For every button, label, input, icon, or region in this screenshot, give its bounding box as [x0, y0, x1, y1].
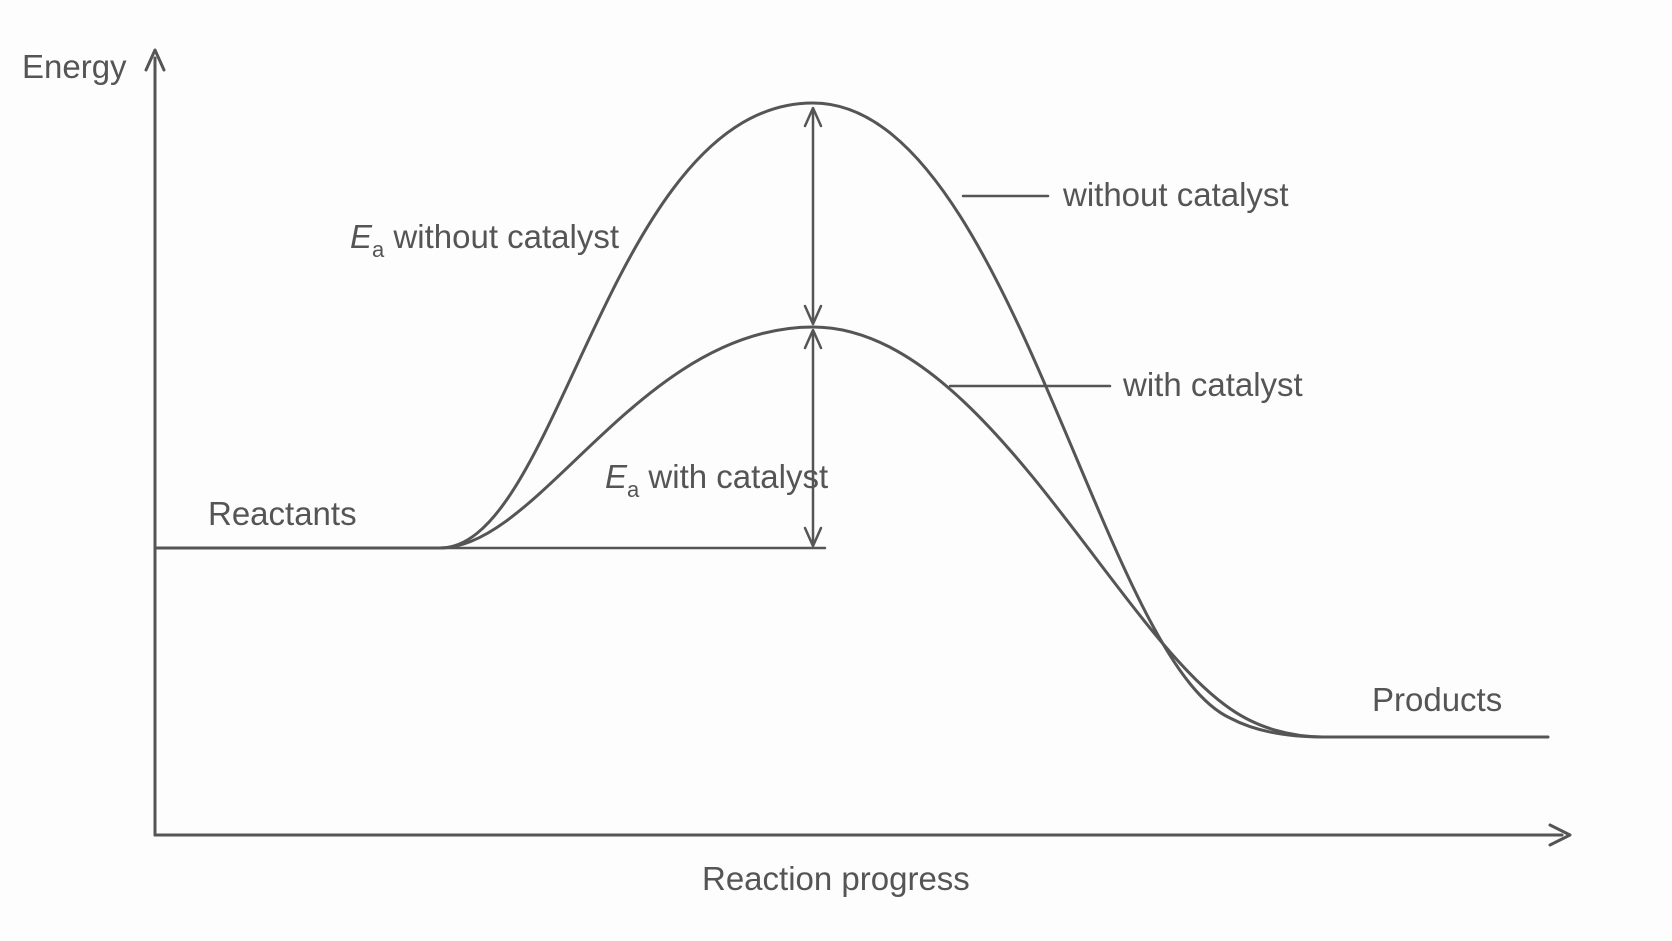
- ea-with-text: with catalyst: [639, 458, 828, 495]
- ea-subscript: a: [627, 477, 640, 502]
- products-label: Products: [1372, 681, 1502, 718]
- x-axis-arrowhead: [1548, 823, 1572, 847]
- ea-with-catalyst-label: Ea with catalyst: [605, 458, 828, 502]
- ea-with-catalyst-arrow: [803, 328, 823, 548]
- without-catalyst-label: without catalyst: [1062, 176, 1289, 213]
- reactants-label: Reactants: [208, 495, 357, 532]
- x-axis-label: Reaction progress: [702, 860, 970, 897]
- ea-without-text: without catalyst: [384, 218, 619, 255]
- ea-without-catalyst-label: Ea without catalyst: [350, 218, 619, 262]
- y-axis-label: Energy: [22, 48, 127, 85]
- ea-without-catalyst-arrow: [803, 106, 823, 326]
- ea-subscript: a: [372, 237, 385, 262]
- axes: [144, 48, 1572, 847]
- ea-symbol: E: [350, 218, 373, 255]
- curve-without-catalyst: [153, 101, 1550, 739]
- ea-symbol: E: [605, 458, 628, 495]
- curve-with-catalyst: [438, 325, 1325, 739]
- with-catalyst-label: with catalyst: [1122, 366, 1303, 403]
- y-axis-arrowhead: [144, 48, 166, 72]
